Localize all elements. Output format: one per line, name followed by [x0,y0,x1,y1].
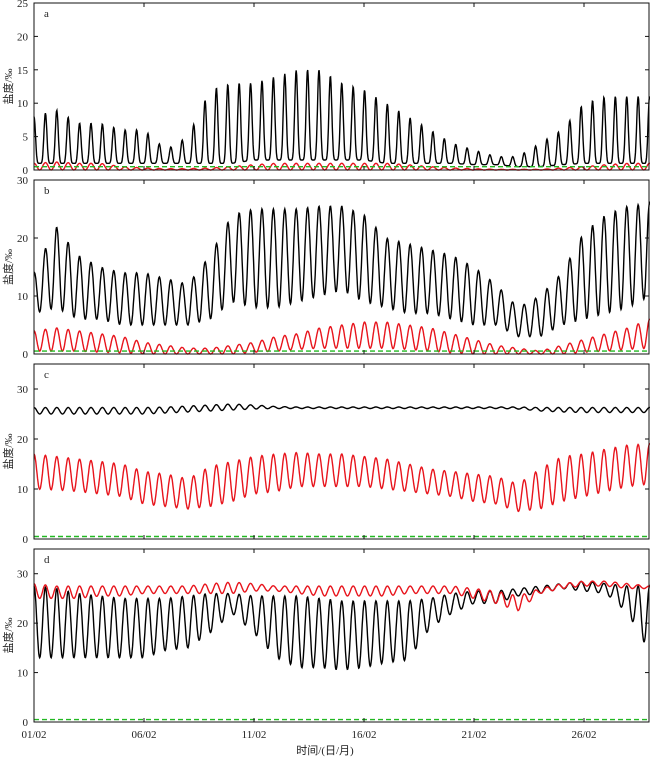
y-tick-label: 20 [17,31,29,43]
panel-letter: a [44,8,49,20]
y-tick-label: 10 [17,291,29,303]
y-tick-label: 15 [17,65,29,77]
panel-d-frame [33,548,650,723]
x-tick-label: 11/02 [242,729,267,741]
panel-a-frame [33,2,650,171]
y-tick-label: 5 [23,132,29,144]
x-tick-label: 21/02 [461,729,486,741]
y-axis-label: 盐度/‰ [1,617,15,653]
y-axis-label: 盐度/‰ [1,433,15,469]
y-tick-label: 0 [23,165,29,177]
y-tick-label: 10 [17,484,29,496]
panel-d-series-black [33,580,650,671]
y-tick-label: 20 [17,434,29,446]
y-tick-label: 20 [17,233,29,245]
panel-c-series-red [33,442,650,513]
panel-b-series-red [33,318,650,355]
panel-a-series-red [33,161,650,171]
panel-b-frame [33,179,650,355]
y-axis-label: 盐度/‰ [1,249,15,285]
panel-letter: c [44,369,49,381]
y-tick-label: 25 [17,0,29,10]
panel-letter: b [44,185,50,197]
y-tick-label: 20 [17,618,29,630]
panel-letter: d [44,554,50,566]
y-tick-label: 0 [23,534,29,546]
y-axis-label: 盐度/‰ [1,68,15,104]
y-tick-label: 0 [23,349,29,361]
panel-d-series-red [33,580,650,612]
panel-c-series-black [33,403,650,415]
x-tick-label: 26/02 [571,729,596,741]
y-tick-label: 10 [17,98,29,110]
y-tick-label: 10 [17,668,29,680]
y-tick-label: 0 [23,717,29,729]
y-tick-label: 30 [17,384,29,396]
panel-a-series-black [33,69,650,168]
y-tick-label: 30 [17,569,29,581]
panel-c-frame [33,363,650,540]
x-tick-label: 01/02 [21,729,46,741]
y-tick-label: 30 [17,175,29,187]
x-tick-label: 06/02 [131,729,156,741]
x-tick-label: 16/02 [351,729,376,741]
panel-b-series-black [33,201,650,338]
